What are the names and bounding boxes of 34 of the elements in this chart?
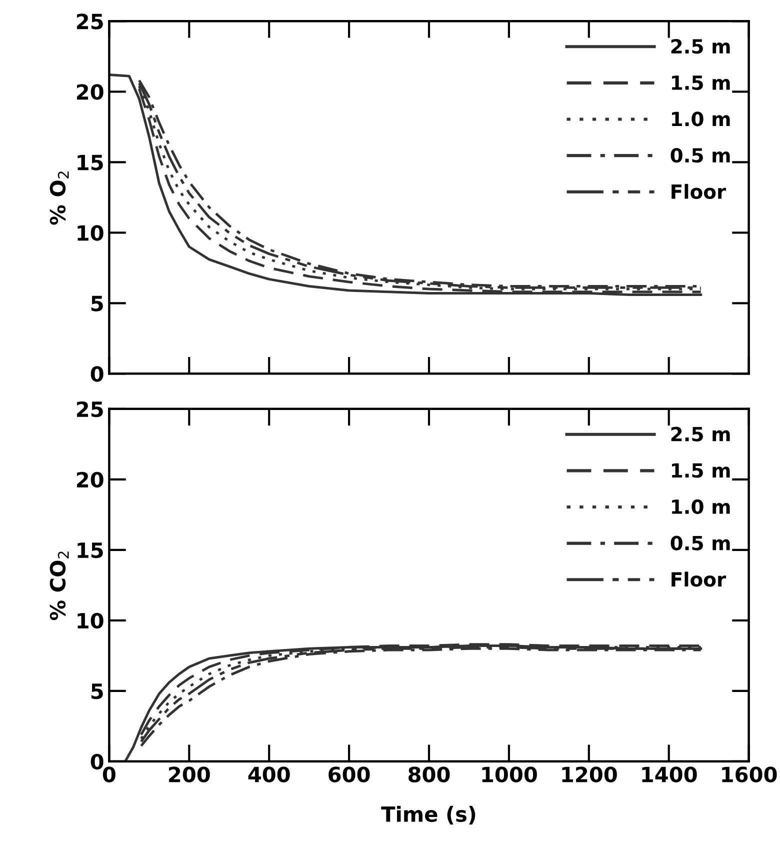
x-tick-label: 200 xyxy=(169,766,210,782)
y-tick-label: 0 xyxy=(90,754,104,770)
x-tick-label: 1400 xyxy=(642,766,697,782)
legend-label: 0.5 m xyxy=(670,536,730,550)
legend-label: 1.0 m xyxy=(672,499,730,514)
x-tick-label: 1200 xyxy=(562,766,617,782)
legend-label: 0.5 m xyxy=(670,148,730,163)
x-tick-label: 1000 xyxy=(482,766,537,782)
y-tick-label: 25 xyxy=(76,14,103,30)
y-tick-label: 20 xyxy=(76,472,104,488)
legend-label: Floor xyxy=(672,572,726,587)
y-axis-title: % CO$_{2}$ xyxy=(50,552,69,620)
y-tick-label: 20 xyxy=(76,84,104,100)
y-tick-label: 5 xyxy=(91,684,103,700)
y-axis-title: % O$_{2}$ xyxy=(50,172,69,225)
y-tick-label: 0 xyxy=(90,366,104,382)
x-tick-label: 0 xyxy=(102,766,116,782)
y-tick-label: 15 xyxy=(78,154,103,170)
legend-label: 2.5 m xyxy=(671,426,730,442)
y-tick-label: 10 xyxy=(78,225,104,241)
y-tick-label: 25 xyxy=(76,401,103,418)
x-tick-label: 1600 xyxy=(722,766,777,782)
y-tick-label: 5 xyxy=(91,296,103,312)
x-tick-label: 800 xyxy=(408,766,450,782)
legend-label: 2.5 m xyxy=(671,38,730,54)
legend-label: 1.0 m xyxy=(672,112,730,126)
x-axis-title: Time (s) xyxy=(381,806,476,824)
y-tick-label: 10 xyxy=(78,612,104,629)
x-tick-label: 600 xyxy=(328,766,370,782)
legend-label: 1.5 m xyxy=(672,76,730,90)
legend-label: 1.5 m xyxy=(672,463,730,478)
y-tick-label: 15 xyxy=(78,542,103,558)
legend-label: Floor xyxy=(672,184,726,199)
x-tick-label: 400 xyxy=(248,766,290,782)
